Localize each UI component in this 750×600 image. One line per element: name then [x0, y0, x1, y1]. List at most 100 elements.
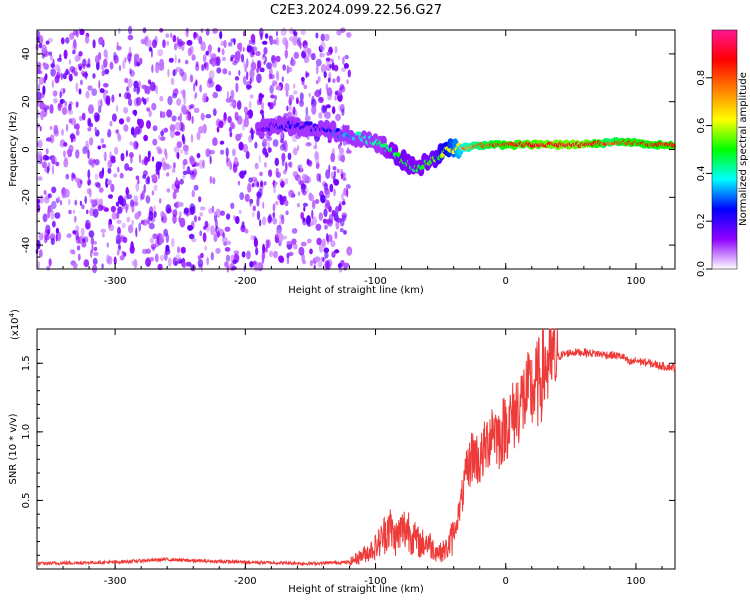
noise-blob	[160, 130, 165, 137]
noise-blob	[171, 168, 176, 173]
noise-blob	[288, 251, 294, 257]
noise-blob	[338, 144, 341, 150]
noise-blob	[264, 162, 267, 168]
noise-blob	[36, 151, 43, 160]
noise-blob	[347, 69, 351, 78]
noise-blob	[305, 71, 308, 79]
colorbar-ticks: 0.0 0.2 0.4 0.6 0.8	[696, 70, 712, 277]
noise-blob	[75, 225, 80, 232]
noise-blob	[324, 33, 330, 42]
noise-blob	[64, 157, 68, 162]
noise-blob	[182, 170, 188, 175]
noise-blob	[179, 112, 182, 123]
noise-blob	[55, 161, 60, 167]
noise-blob	[151, 174, 157, 180]
noise-blob	[86, 188, 91, 195]
noise-blob	[243, 106, 248, 114]
noise-blob	[242, 47, 245, 52]
noise-blob	[100, 228, 107, 233]
noise-blob	[310, 99, 317, 108]
noise-blob	[270, 94, 275, 99]
noise-blob	[113, 256, 117, 265]
noise-blob	[49, 104, 54, 114]
noise-blob	[262, 53, 266, 58]
noise-blob	[341, 67, 347, 72]
noise-blob	[88, 104, 94, 115]
noise-blob	[206, 256, 209, 266]
noise-blob	[258, 154, 261, 163]
noise-blob	[226, 240, 232, 246]
noise-blob	[100, 98, 103, 108]
noise-blob	[45, 137, 52, 142]
noise-blob	[98, 80, 101, 89]
noise-blob	[63, 158, 69, 168]
noise-blob	[276, 31, 278, 37]
noise-blob	[265, 239, 269, 249]
noise-blob	[289, 161, 293, 169]
noise-blob	[128, 98, 133, 107]
noise-blob	[42, 213, 48, 223]
noise-blob	[233, 215, 236, 221]
noise-blob	[323, 183, 329, 191]
noise-blob	[45, 148, 49, 155]
noise-blob	[314, 199, 320, 204]
noise-blob	[73, 215, 77, 223]
noise-blob	[284, 82, 290, 92]
noise-blob	[72, 30, 78, 36]
noise-blob	[309, 194, 315, 202]
noise-blob	[316, 237, 322, 246]
noise-blob	[36, 70, 43, 75]
noise-blob	[86, 63, 91, 68]
noise-blob	[43, 190, 47, 195]
noise-blob	[59, 98, 65, 104]
noise-blob	[166, 41, 170, 46]
noise-blob	[304, 115, 311, 122]
noise-blob	[44, 238, 48, 244]
noise-blob	[222, 56, 226, 62]
noise-blob	[107, 128, 112, 138]
noise-blob	[275, 37, 280, 46]
noise-blob	[110, 155, 116, 162]
noise-blob	[81, 112, 86, 121]
noise-blob	[151, 102, 157, 111]
noise-blob	[342, 176, 347, 181]
noise-blob	[56, 231, 62, 242]
noise-blob	[69, 32, 75, 40]
noise-blob	[83, 259, 90, 268]
noise-blob	[103, 153, 107, 159]
noise-blob	[143, 155, 149, 166]
noise-blob	[50, 68, 56, 77]
noise-blob	[331, 251, 336, 258]
noise-blob	[219, 30, 223, 40]
noise-blob	[213, 211, 217, 216]
noise-blob	[113, 51, 117, 61]
noise-blob	[149, 237, 154, 244]
noise-blob	[191, 189, 195, 198]
noise-blob	[152, 233, 158, 240]
noise-blob	[40, 110, 45, 121]
noise-blob	[200, 41, 206, 52]
noise-blob	[219, 140, 225, 145]
noise-blob	[207, 77, 213, 84]
noise-blob	[248, 39, 253, 45]
noise-blob	[165, 33, 170, 38]
noise-blob	[41, 161, 47, 169]
noise-blob	[310, 53, 316, 61]
noise-blob	[180, 149, 184, 154]
noise-blob	[117, 131, 120, 140]
noise-blob	[224, 247, 231, 252]
noise-blob	[119, 172, 124, 179]
noise-blob	[249, 261, 254, 268]
noise-blob	[331, 209, 336, 217]
noise-blob	[238, 70, 241, 76]
noise-blob	[256, 181, 260, 188]
x-tick-label: 0	[503, 576, 509, 587]
noise-blob	[264, 33, 269, 39]
noise-blob	[159, 136, 166, 142]
noise-blob	[81, 204, 85, 210]
noise-blob	[332, 166, 337, 171]
noise-blob	[103, 83, 109, 88]
snr-x-label: Height of straight line (km)	[288, 584, 424, 595]
noise-blob	[315, 32, 319, 39]
noise-blob	[241, 221, 245, 230]
